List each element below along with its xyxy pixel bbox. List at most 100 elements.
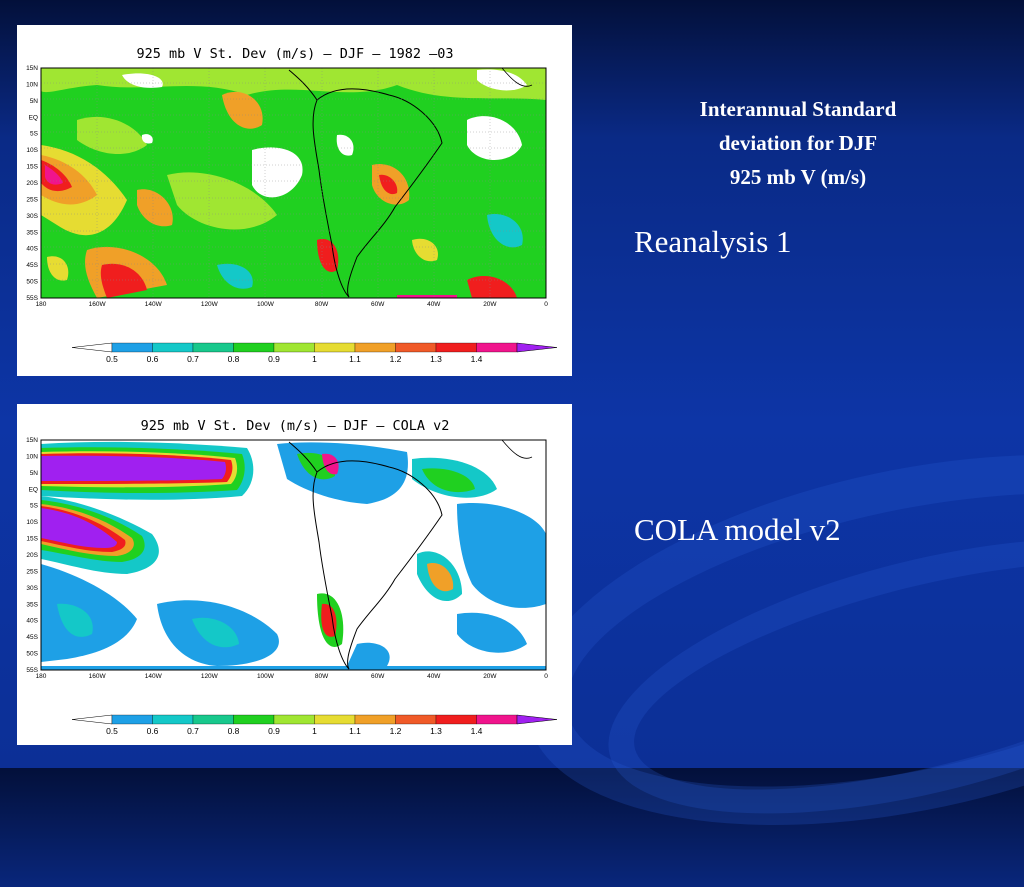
lon-tick-label: 120W <box>201 301 219 308</box>
colorbar-label: 1.3 <box>430 726 442 736</box>
lat-tick-label: 35S <box>26 229 38 236</box>
colorbar-label: 1.4 <box>471 354 483 364</box>
lat-tick-label: 55S <box>26 667 38 674</box>
colorbar-segment <box>111 714 153 725</box>
lat-tick-label: 15N <box>26 65 38 72</box>
lat-tick-label: 40S <box>26 246 38 253</box>
lon-tick-label: 100W <box>257 673 275 680</box>
colorbar-segment <box>354 714 396 725</box>
lat-tick-label: 10N <box>26 453 38 460</box>
colorbar-segment <box>476 714 518 725</box>
colorbar-label: 0.6 <box>147 726 159 736</box>
lat-tick-label: 55S <box>26 295 38 302</box>
colorbar-label: 0.7 <box>187 354 199 364</box>
map-panel-reanalysis: 925 mb V St. Dev (m/s) – DJF – 1982 –03 <box>17 25 572 376</box>
lat-tick-label: 25S <box>26 196 38 203</box>
colorbar-segment <box>354 342 396 353</box>
lon-tick-label: 60W <box>371 673 385 680</box>
slide-title-line: Interannual Standard <box>699 97 897 121</box>
lon-tick-label: 160W <box>89 301 107 308</box>
lat-tick-label: 10S <box>26 519 38 526</box>
map-area <box>40 67 547 299</box>
lat-tick-label: 10N <box>26 81 38 88</box>
colorbar-segment <box>152 342 194 353</box>
colorbar-label: 1.4 <box>471 726 483 736</box>
lat-tick-label: 5N <box>30 98 39 105</box>
lat-tick-label: 50S <box>26 651 38 658</box>
colorbar-segment <box>314 342 356 353</box>
lat-tick-label: 45S <box>26 262 38 269</box>
lat-tick-label: 15N <box>26 437 38 444</box>
grid-lines <box>41 68 546 298</box>
colorbar-label: 1.1 <box>349 354 361 364</box>
lon-tick-label: 140W <box>145 301 163 308</box>
colorbar-segment <box>395 714 437 725</box>
colorbar-segment <box>314 714 356 725</box>
colorbar-label: 1.3 <box>430 354 442 364</box>
colorbar-label: 1.2 <box>390 354 402 364</box>
lon-tick-label: 0 <box>544 301 548 308</box>
colorbar-segment <box>435 342 477 353</box>
map-area <box>40 439 547 671</box>
label-reanalysis: Reanalysis 1 <box>634 224 792 259</box>
lat-tick-label: 25S <box>26 568 38 575</box>
lon-tick-label: 120W <box>201 673 219 680</box>
lon-tick-label: 80W <box>315 301 329 308</box>
slide-title-line: deviation for DJF <box>718 131 878 155</box>
colorbar-segment <box>152 714 194 725</box>
colorbar-segment <box>476 342 518 353</box>
lat-tick-label: EQ <box>29 486 38 493</box>
lat-tick-label: 45S <box>26 634 38 641</box>
colorbar-segment <box>71 714 113 725</box>
colorbar-segment <box>273 714 315 725</box>
lon-tick-label: 40W <box>427 301 441 308</box>
lon-tick-label: 20W <box>483 673 497 680</box>
map-figure-reanalysis: 925 mb V St. Dev (m/s) – DJF – 1982 –03 <box>26 46 558 364</box>
lon-tick-label: 20W <box>483 301 497 308</box>
colorbar-label: 0.8 <box>228 354 240 364</box>
colorbar-label: 1 <box>312 726 317 736</box>
map-title: 925 mb V St. Dev (m/s) – DJF – 1982 –03 <box>137 46 454 62</box>
lon-tick-label: 140W <box>145 673 163 680</box>
slide-title: Interannual Standard deviation for DJF 9… <box>640 92 956 194</box>
colorbar-segment <box>435 714 477 725</box>
lat-tick-label: 35S <box>26 601 38 608</box>
lon-tick-label: 0 <box>544 673 548 680</box>
colorbar-segment <box>111 342 153 353</box>
colorbar-segment <box>516 714 558 725</box>
colorbar-segment <box>192 342 234 353</box>
lat-tick-label: EQ <box>29 114 38 121</box>
colorbar-label: 0.8 <box>228 726 240 736</box>
lat-tick-label: 30S <box>26 213 38 220</box>
colorbar-segment <box>273 342 315 353</box>
lat-tick-label: 15S <box>26 536 38 543</box>
lat-tick-label: 10S <box>26 147 38 154</box>
colorbar-segment <box>516 342 558 353</box>
lat-tick-label: 5S <box>30 503 39 510</box>
colorbar-segment <box>233 342 275 353</box>
colorbar-label: 0.9 <box>268 354 280 364</box>
map-figure-cola: 925 mb V St. Dev (m/s) – DJF – COLA v2 <box>26 418 558 736</box>
map-panel-cola: 925 mb V St. Dev (m/s) – DJF – COLA v2 <box>17 404 572 745</box>
colorbar-label: 1.1 <box>349 726 361 736</box>
colorbar-segment <box>233 714 275 725</box>
lat-tick-label: 5N <box>30 470 39 477</box>
lat-tick-label: 50S <box>26 279 38 286</box>
lon-tick-label: 60W <box>371 301 385 308</box>
lat-tick-label: 30S <box>26 585 38 592</box>
colorbar-label: 0.5 <box>106 354 118 364</box>
lat-tick-label: 40S <box>26 618 38 625</box>
colorbar-label: 0.6 <box>147 354 159 364</box>
colorbar-label: 0.9 <box>268 726 280 736</box>
lon-tick-label: 180 <box>36 673 47 680</box>
colorbar-segment <box>395 342 437 353</box>
lon-tick-label: 40W <box>427 673 441 680</box>
lon-tick-label: 80W <box>315 673 329 680</box>
map-title: 925 mb V St. Dev (m/s) – DJF – COLA v2 <box>141 418 450 434</box>
slide-title-line: 925 mb V (m/s) <box>729 165 867 189</box>
lon-tick-label: 100W <box>257 301 275 308</box>
label-cola: COLA model v2 <box>634 512 841 547</box>
lat-tick-label: 20S <box>26 552 38 559</box>
lat-tick-label: 5S <box>30 131 39 138</box>
lon-tick-label: 160W <box>89 673 107 680</box>
